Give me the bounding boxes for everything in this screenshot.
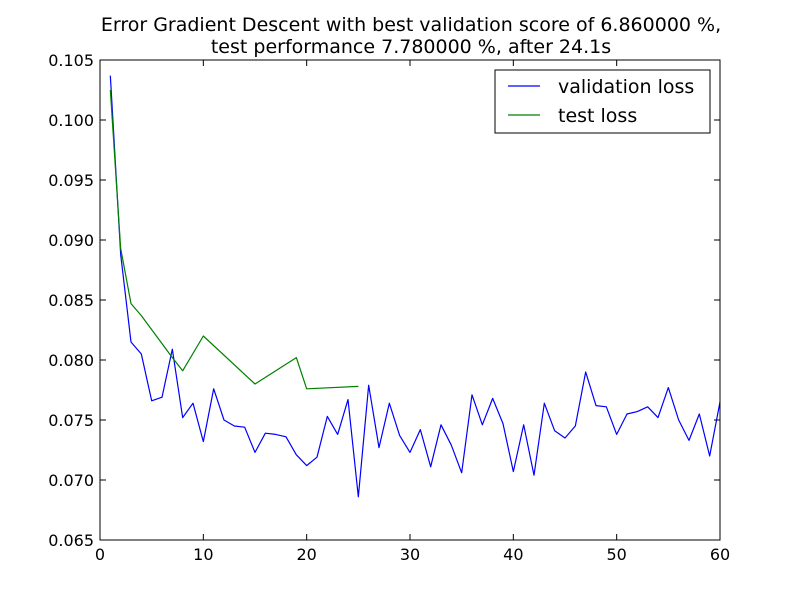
- y-tick-label: 0.085: [48, 291, 94, 310]
- y-tick-label: 0.075: [48, 411, 94, 430]
- legend-label-validation-loss: validation loss: [558, 76, 694, 98]
- series-layer: [109, 75, 721, 498]
- x-tick-label: 30: [400, 545, 420, 564]
- x-tick-label: 60: [710, 545, 730, 564]
- axis-ticks: 0 10 20 30 40 50 60 0.065 0.070 0.075 0.080 0.085 0.…: [48, 51, 730, 564]
- y-tick-label: 0.100: [48, 111, 94, 130]
- y-tick-label: 0.080: [48, 351, 94, 370]
- x-tick-label: 10: [193, 545, 213, 564]
- legend-box: [494, 69, 711, 134]
- plot-frame: [99, 59, 721, 541]
- chart-title: Error Gradient Descent with best validat…: [101, 14, 721, 36]
- series-line-validation-loss: [109, 75, 721, 498]
- series-line-test-loss: [109, 89, 359, 390]
- y-tick-label: 0.105: [48, 51, 94, 70]
- x-tick-label: 50: [606, 545, 626, 564]
- x-tick-label: 20: [296, 545, 316, 564]
- legend: validation loss test loss: [494, 69, 711, 134]
- chart-subtitle: test performance 7.780000 %, after 24.1s: [211, 36, 611, 58]
- y-tick-label: 0.065: [48, 531, 94, 550]
- y-tick-label: 0.090: [48, 231, 94, 250]
- x-tick-label: 0: [95, 545, 105, 564]
- y-tick-label: 0.070: [48, 471, 94, 490]
- legend-label-test-loss: test loss: [558, 105, 637, 127]
- y-tick-label: 0.095: [48, 171, 94, 190]
- x-tick-label: 40: [503, 545, 523, 564]
